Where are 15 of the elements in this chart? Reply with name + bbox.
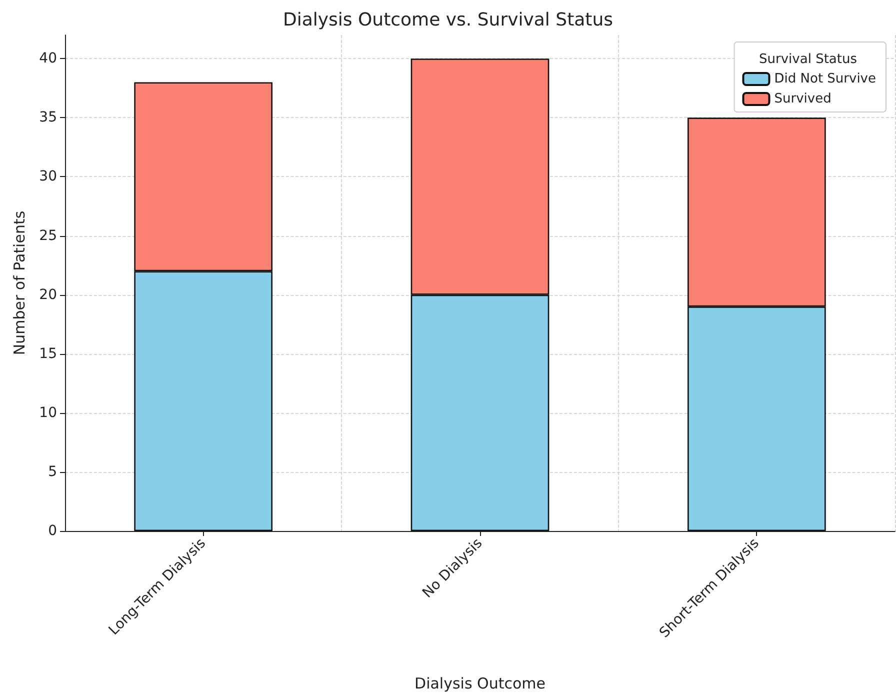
- y-tick-label: 0: [48, 523, 57, 539]
- y-tick-label: 35: [39, 110, 57, 126]
- legend-label: Survived: [774, 92, 832, 106]
- y-tick-label: 5: [48, 464, 57, 480]
- y-axis-title: Number of Patients: [10, 210, 28, 356]
- chart-title: Dialysis Outcome vs. Survival Status: [282, 10, 614, 30]
- y-tick-label: 40: [39, 50, 57, 67]
- y-tick-label: 25: [39, 228, 57, 244]
- y-tick-label: 15: [39, 346, 57, 362]
- x-axis-title: Dialysis Outcome: [414, 674, 546, 692]
- y-tick-label: 10: [39, 404, 57, 421]
- y-tick-label: 20: [39, 286, 57, 303]
- legend-title: Survival Status: [759, 52, 858, 67]
- legend-label: Did Not Survive: [774, 72, 876, 86]
- y-tick-label: 30: [39, 168, 57, 185]
